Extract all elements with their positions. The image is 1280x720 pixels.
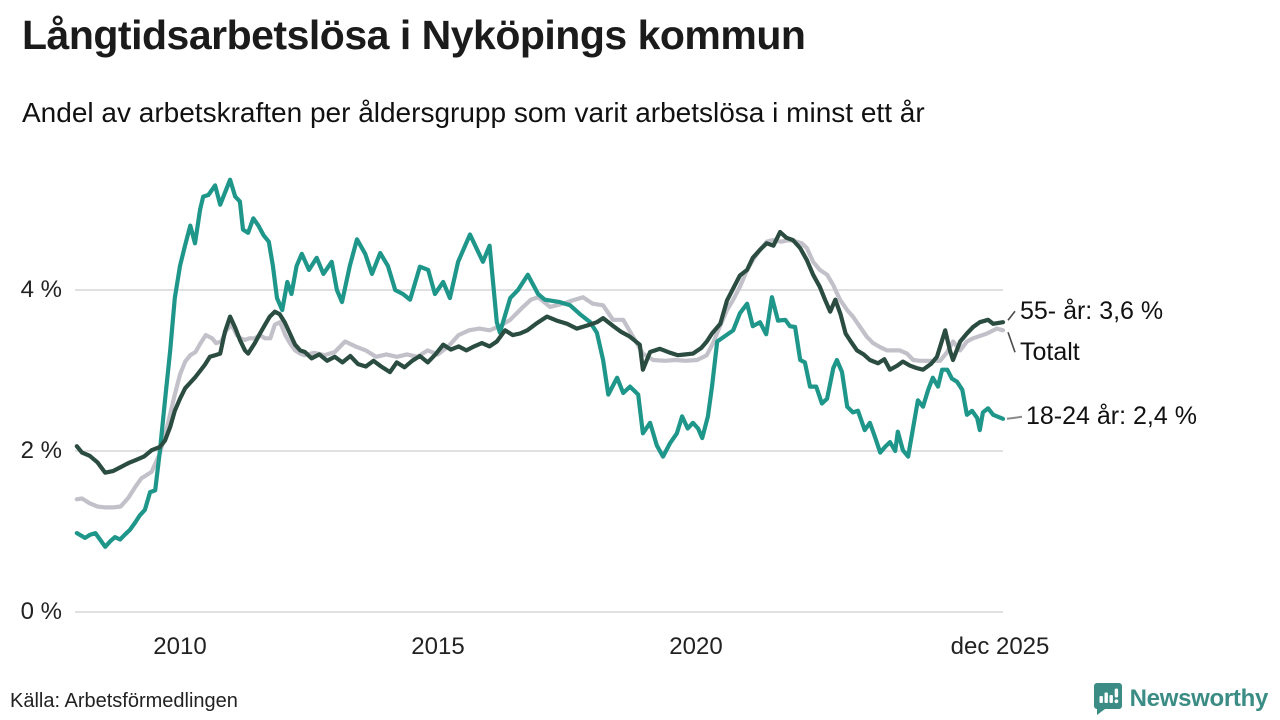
series-line-55-r (74, 229, 1006, 475)
y-tick-4: 4 % (20, 276, 62, 303)
source-credit: Källa: Arbetsförmedlingen (10, 690, 238, 712)
connector-55-plus (1007, 310, 1016, 321)
page-subtitle: Andel av arbetskraften per åldersgrupp s… (22, 97, 925, 128)
annotation-label-totalt: Totalt (1020, 338, 1080, 367)
annotation-label-18-24: 18-24 år: 2,4 % (1026, 401, 1197, 430)
series-line-Totalt (74, 238, 1006, 510)
page-title: Långtidsarbetslösa i Nyköpings kommun (22, 12, 806, 58)
newsworthy-logo-text: Newsworthy (1129, 685, 1269, 712)
annotation-label-55-plus: 55- år: 3,6 % (1020, 297, 1164, 326)
x-tick-2010: 2010 (153, 633, 207, 660)
x-tick-2015: 2015 (411, 633, 465, 660)
y-tick-0: 0 % (20, 598, 62, 625)
connector-totalt (1007, 331, 1016, 353)
series-line-18-24r (74, 177, 1006, 549)
newsworthy-logo: Newsworthy (1093, 682, 1268, 716)
y-tick-2: 2 % (20, 437, 62, 464)
x-tick-dec-2025: dec 2025 (950, 633, 1050, 660)
newsworthy-logo-icon (1093, 683, 1122, 715)
x-tick-2020: 2020 (669, 633, 723, 660)
connector-18-24 (1006, 415, 1023, 420)
